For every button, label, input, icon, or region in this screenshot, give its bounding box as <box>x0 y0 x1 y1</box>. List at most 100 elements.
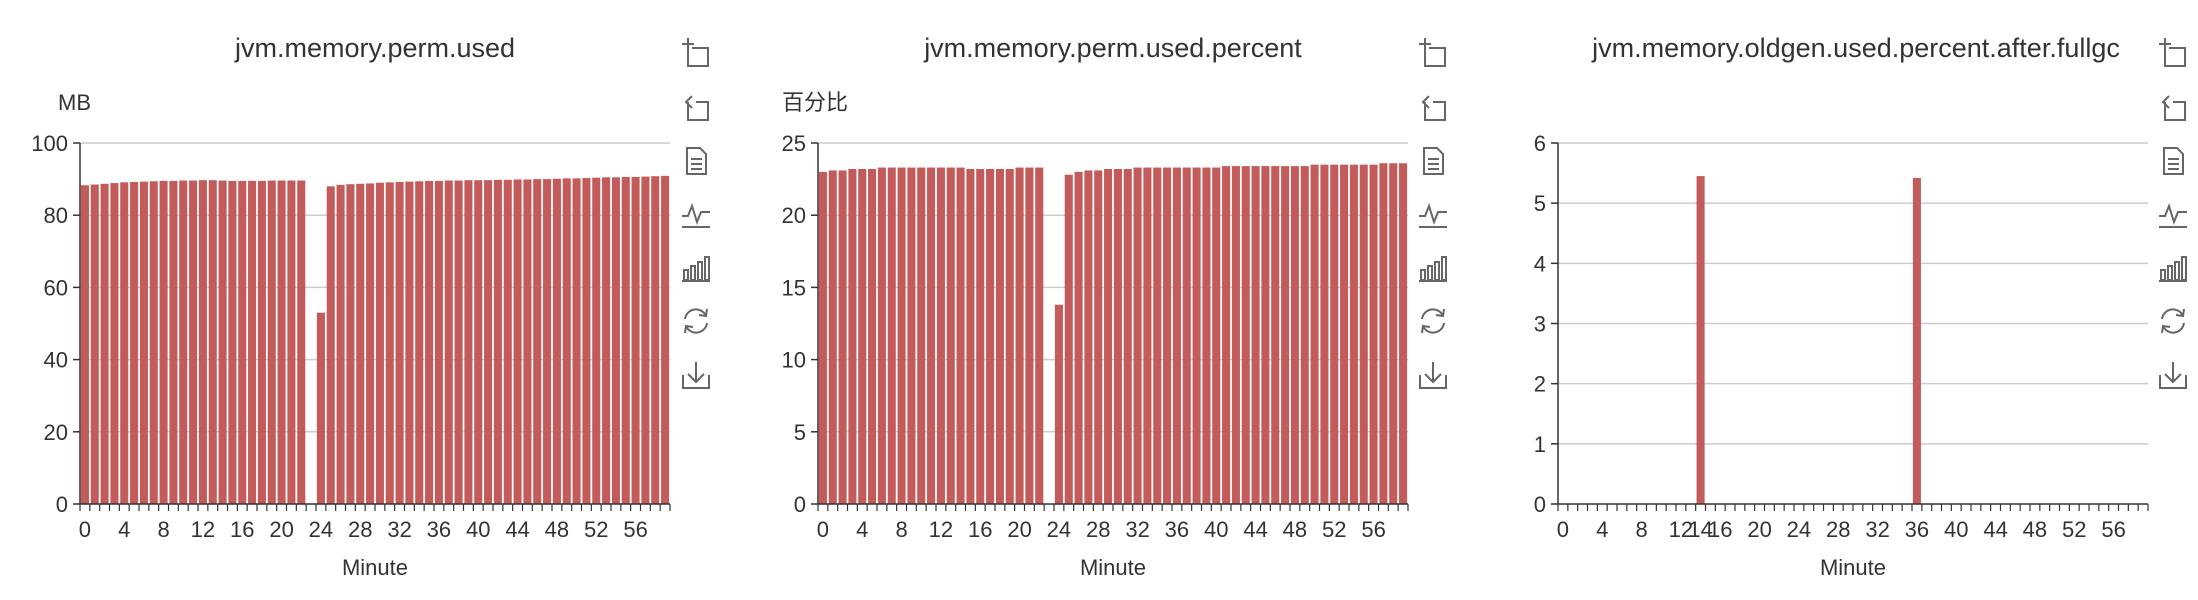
bar[interactable] <box>1231 166 1240 504</box>
bar[interactable] <box>1143 167 1152 504</box>
line-chart-icon[interactable] <box>1419 203 1447 228</box>
bar[interactable] <box>395 181 404 504</box>
bar[interactable] <box>1172 167 1181 504</box>
bar[interactable] <box>1320 164 1329 504</box>
bar[interactable] <box>1153 167 1162 504</box>
zoom-reset-icon[interactable] <box>2161 95 2186 121</box>
bar[interactable] <box>641 176 650 504</box>
bar[interactable] <box>1300 166 1309 504</box>
bar[interactable] <box>1290 166 1299 504</box>
bar[interactable] <box>1912 177 1921 504</box>
bar[interactable] <box>1104 168 1113 504</box>
bar[interactable] <box>1359 164 1368 504</box>
bar[interactable] <box>139 181 148 504</box>
bar-chart-icon[interactable] <box>682 256 710 282</box>
bar[interactable] <box>582 178 591 504</box>
bar[interactable] <box>1163 167 1172 504</box>
bar[interactable] <box>100 183 109 504</box>
bar[interactable] <box>1379 163 1388 504</box>
bar[interactable] <box>218 180 227 504</box>
data-view-icon[interactable] <box>686 147 707 175</box>
bar[interactable] <box>1054 304 1063 504</box>
bar[interactable] <box>1241 166 1250 504</box>
bar[interactable] <box>1310 164 1319 504</box>
bar[interactable] <box>927 167 936 504</box>
bar[interactable] <box>966 168 975 504</box>
bar[interactable] <box>159 180 168 504</box>
bar[interactable] <box>366 183 375 504</box>
bar[interactable] <box>818 171 827 504</box>
bar[interactable] <box>1025 167 1034 504</box>
bar-chart-icon[interactable] <box>2159 256 2187 282</box>
bar[interactable] <box>1349 164 1358 504</box>
bar[interactable] <box>1084 170 1093 504</box>
bar[interactable] <box>602 177 611 505</box>
bar[interactable] <box>1123 168 1132 504</box>
bar[interactable] <box>887 167 896 504</box>
bar[interactable] <box>120 182 129 504</box>
bar[interactable] <box>513 179 522 504</box>
zoom-icon[interactable] <box>682 38 709 67</box>
bar[interactable] <box>651 176 660 504</box>
bar[interactable] <box>552 178 561 504</box>
bar[interactable] <box>444 180 453 504</box>
bar[interactable] <box>375 182 384 504</box>
bar[interactable] <box>503 179 512 504</box>
bar[interactable] <box>1192 167 1201 504</box>
bar[interactable] <box>1261 166 1270 504</box>
bar[interactable] <box>287 180 296 504</box>
bar[interactable] <box>1340 164 1349 504</box>
bar[interactable] <box>425 180 434 504</box>
zoom-reset-icon[interactable] <box>684 95 709 121</box>
save-image-icon[interactable] <box>2159 362 2187 389</box>
bar[interactable] <box>1696 176 1705 504</box>
bar[interactable] <box>208 180 217 505</box>
bar[interactable] <box>1212 167 1221 504</box>
bar[interactable] <box>848 168 857 504</box>
bar[interactable] <box>1399 163 1408 504</box>
bar[interactable] <box>897 167 906 504</box>
zoom-icon[interactable] <box>1419 38 1446 67</box>
zoom-icon[interactable] <box>2159 38 2186 67</box>
bar[interactable] <box>316 312 325 504</box>
bar[interactable] <box>1113 168 1122 504</box>
bar[interactable] <box>611 177 620 505</box>
bar[interactable] <box>976 168 985 504</box>
bar[interactable] <box>562 178 571 505</box>
bar[interactable] <box>1222 166 1231 504</box>
bar[interactable] <box>1094 170 1103 504</box>
bar[interactable] <box>1330 164 1339 504</box>
bar[interactable] <box>267 180 276 504</box>
bar[interactable] <box>1182 167 1191 504</box>
bar[interactable] <box>828 170 837 504</box>
bar[interactable] <box>592 177 601 504</box>
bar[interactable] <box>385 182 394 504</box>
bar[interactable] <box>631 176 640 504</box>
bar[interactable] <box>868 168 877 504</box>
bar[interactable] <box>1251 166 1260 504</box>
data-view-icon[interactable] <box>1423 147 1444 175</box>
bar[interactable] <box>877 167 886 504</box>
bar[interactable] <box>130 181 139 504</box>
bar[interactable] <box>484 180 493 505</box>
bar[interactable] <box>1202 167 1211 504</box>
bar[interactable] <box>90 184 99 504</box>
bar[interactable] <box>405 181 414 504</box>
bar[interactable] <box>661 175 670 504</box>
bar[interactable] <box>248 180 257 504</box>
bar[interactable] <box>1064 174 1073 504</box>
bar[interactable] <box>228 180 237 504</box>
bar[interactable] <box>277 180 286 504</box>
data-view-icon[interactable] <box>2163 147 2184 175</box>
bar[interactable] <box>986 168 995 504</box>
bar[interactable] <box>858 168 867 504</box>
bar[interactable] <box>238 180 247 504</box>
save-image-icon[interactable] <box>1419 362 1447 389</box>
bar[interactable] <box>533 179 542 504</box>
bar[interactable] <box>946 167 955 504</box>
bar[interactable] <box>1281 166 1290 504</box>
bar[interactable] <box>572 178 581 505</box>
bar[interactable] <box>434 180 443 504</box>
bar[interactable] <box>917 167 926 504</box>
bar[interactable] <box>179 180 188 504</box>
